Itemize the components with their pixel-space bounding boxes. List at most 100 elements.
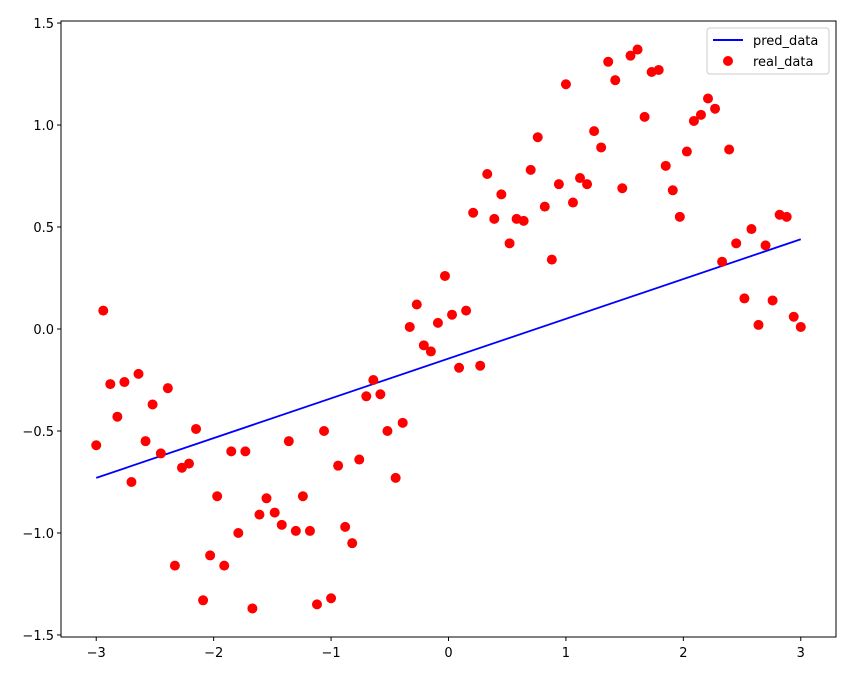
real-data-point	[560, 79, 571, 90]
real-data-point	[297, 491, 308, 502]
real-data-point	[753, 319, 764, 330]
real-data-point	[546, 254, 557, 265]
real-data-point	[361, 391, 372, 402]
real-data-point	[283, 436, 294, 447]
real-data-point	[781, 211, 792, 222]
real-data-point	[674, 211, 685, 222]
y-tick-label: 1.0	[33, 119, 54, 134]
real-data-point	[140, 436, 151, 447]
real-data-point	[695, 109, 706, 120]
y-tick-label: 0.0	[33, 323, 54, 338]
real-data-point	[567, 197, 578, 208]
real-data-point	[439, 270, 450, 281]
real-data-point	[724, 144, 735, 155]
real-data-point	[205, 550, 216, 561]
real-data-point	[617, 183, 628, 194]
legend: pred_data real_data	[706, 27, 830, 75]
real-data-point	[311, 599, 322, 610]
x-tick-label: 3	[797, 646, 805, 661]
real-data-point	[219, 560, 230, 571]
real-data-point	[489, 213, 500, 224]
real-data-point	[575, 173, 586, 184]
real-data-point	[404, 321, 415, 332]
real-data-point	[553, 179, 564, 190]
real-data-point	[795, 321, 806, 332]
real-data-point	[340, 521, 351, 532]
real-data-point	[525, 164, 536, 175]
real-data-point	[603, 56, 614, 67]
real-data-point	[382, 425, 393, 436]
real-data-point	[482, 168, 493, 179]
x-axis: −3 −2 −1 0 1 2 3	[87, 637, 805, 661]
x-tick-label: 1	[562, 646, 570, 661]
real-data-point	[632, 44, 643, 55]
real-data-point	[461, 305, 472, 316]
real-data-point	[375, 389, 386, 400]
real-data-point	[432, 317, 443, 328]
real-data-point	[425, 346, 436, 357]
real-data-point	[247, 603, 258, 614]
real-data-point	[240, 446, 251, 457]
real-data-point	[717, 256, 728, 267]
real-data-point	[518, 215, 529, 226]
pred-data-line	[95, 238, 802, 479]
real-data-point	[347, 538, 358, 549]
legend-swatch-real-data	[723, 56, 733, 66]
real-data-point	[91, 440, 102, 451]
real-data-point	[767, 295, 778, 306]
real-data-point	[447, 309, 458, 320]
y-tick-label: −1.5	[22, 629, 54, 644]
real-data-point	[147, 399, 158, 410]
real-data-point	[233, 527, 244, 538]
y-tick-label: 1.5	[33, 17, 54, 32]
real-data-point	[418, 340, 429, 351]
real-data-point	[610, 75, 621, 86]
x-tick-label: 0	[444, 646, 452, 661]
real-data-point	[162, 383, 173, 394]
real-data-point	[639, 111, 650, 122]
legend-label-real-data: real_data	[753, 55, 813, 70]
real-data-point	[468, 207, 479, 218]
real-data-point	[105, 379, 116, 390]
y-axis: −1.5 −1.0 −0.5 0.0 0.5 1.0 1.5	[22, 17, 61, 644]
real-data-point	[625, 50, 636, 61]
real-data-point	[788, 311, 799, 322]
real-data-point	[326, 593, 337, 604]
real-data-point	[660, 160, 671, 171]
x-tick-label: −3	[87, 646, 106, 661]
y-tick-label: −1.0	[22, 527, 54, 542]
real-data-point	[667, 185, 678, 196]
real-data-point	[539, 201, 550, 212]
real-data-point	[226, 446, 237, 457]
real-data-point	[126, 476, 137, 487]
plot-area	[91, 44, 806, 614]
real-data-point	[739, 293, 750, 304]
x-tick-label: 2	[679, 646, 687, 661]
real-data-point	[411, 299, 422, 310]
real-data-point	[397, 417, 408, 428]
real-data-series	[91, 44, 806, 614]
real-data-point	[746, 224, 757, 235]
real-data-point	[276, 519, 287, 530]
real-data-point	[290, 525, 301, 536]
real-data-point	[319, 425, 330, 436]
y-tick-label: −0.5	[22, 425, 54, 440]
real-data-point	[333, 460, 344, 471]
real-data-point	[496, 189, 507, 200]
real-data-point	[212, 491, 223, 502]
real-data-point	[183, 458, 194, 469]
y-tick-label: 0.5	[33, 221, 54, 236]
real-data-point	[390, 472, 401, 483]
real-data-point	[731, 238, 742, 249]
real-data-point	[454, 362, 465, 373]
real-data-point	[596, 142, 607, 153]
x-tick-label: −2	[204, 646, 223, 661]
pred-data-series	[95, 238, 802, 479]
real-data-point	[653, 64, 664, 75]
real-data-point	[133, 368, 144, 379]
legend-label-pred-data: pred_data	[753, 34, 818, 49]
real-data-point	[703, 93, 714, 104]
real-data-point	[710, 103, 721, 114]
